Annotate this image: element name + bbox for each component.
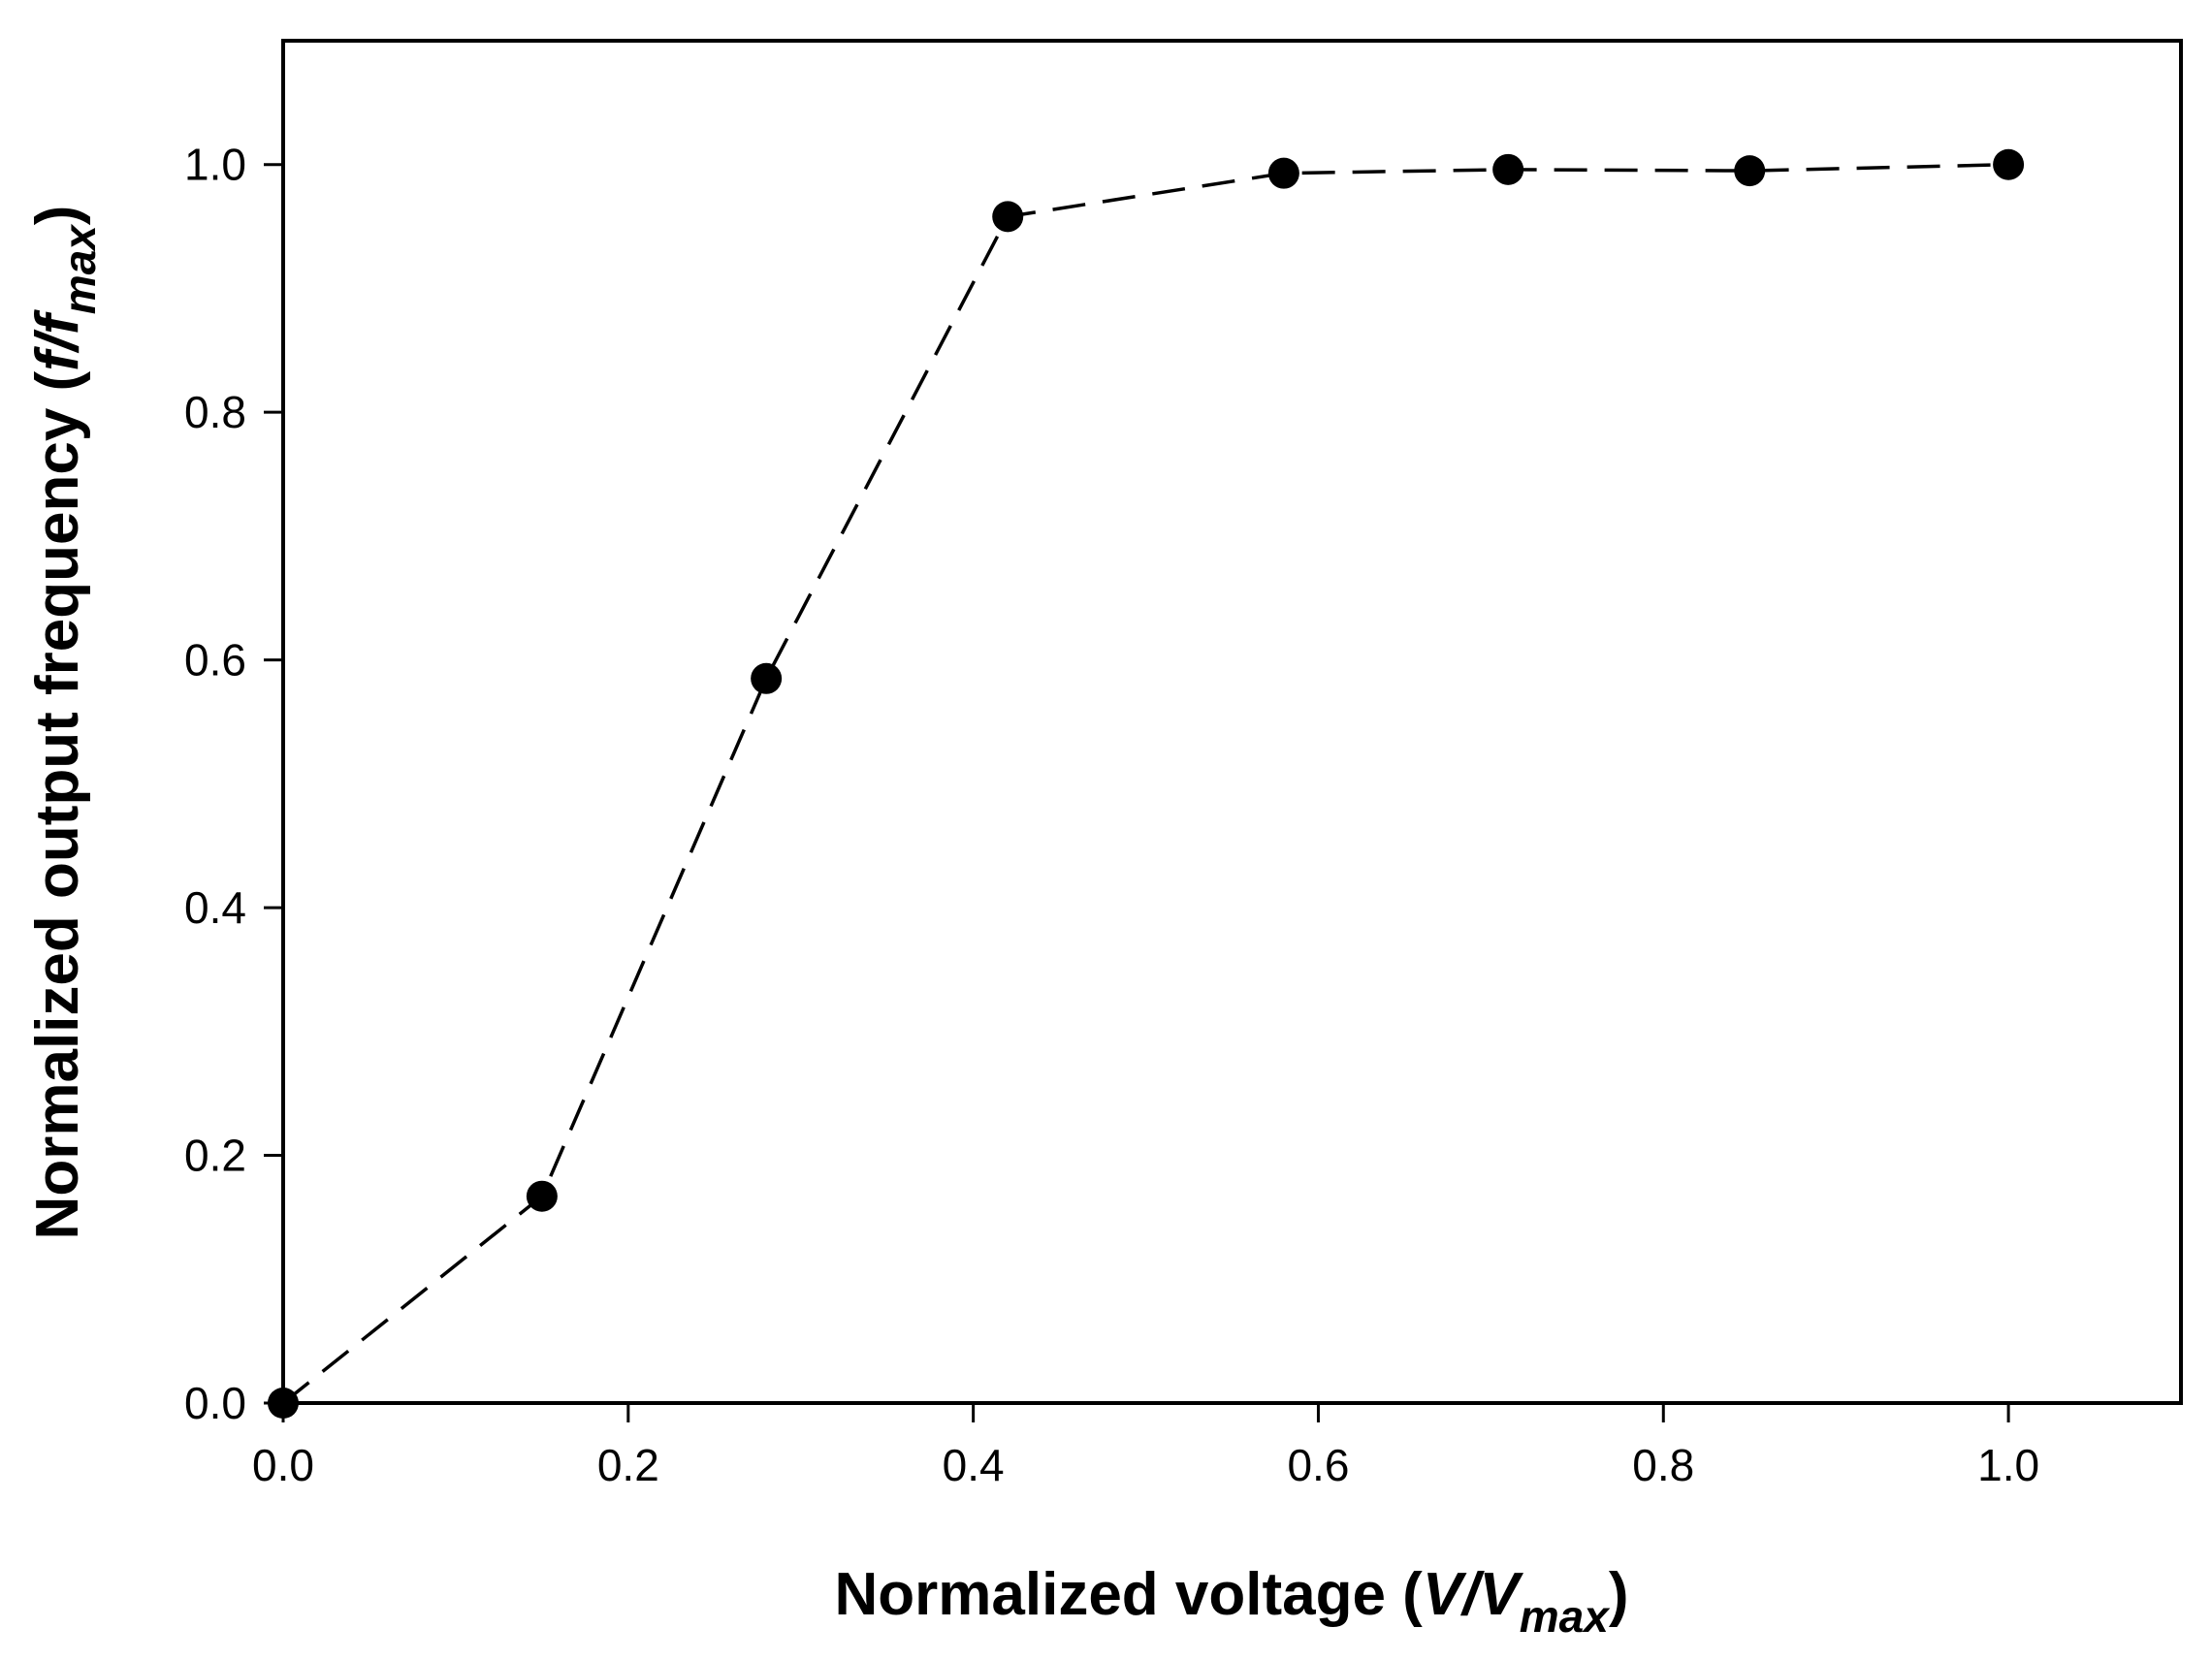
x-tick-label: 0.6 [1287,1440,1349,1490]
data-point [751,662,783,694]
data-point [1267,157,1299,189]
y-tick-label: 0.2 [184,1131,246,1181]
x-axis-title: Normalized voltage (V/Vmax) [834,1561,1628,1642]
data-point [992,201,1024,233]
y-tick-label: 0.4 [184,882,246,933]
y-tick-label: 0.8 [184,387,246,437]
x-tick-label: 0.2 [597,1440,659,1490]
x-tick-label: 1.0 [1977,1440,2039,1490]
x-tick-label: 0.4 [943,1440,1005,1490]
y-tick-label: 0.0 [184,1378,246,1428]
data-point [526,1180,558,1212]
plot-area-frame [281,39,2183,1405]
data-point [1993,148,2025,180]
y-axis: 0.0 0.2 0.4 0.6 0.8 1.0 [184,140,283,1428]
y-tick-label: 1.0 [184,140,246,190]
series-line [281,162,2009,1405]
y-tick-label: 0.6 [184,635,246,686]
data-point [1734,155,1766,187]
data-point [268,1388,299,1419]
x-tick-label: 0.0 [252,1440,314,1490]
data-point [1492,153,1524,185]
y-axis-title: Normalized output frequency (f/fmax) [24,206,105,1240]
series-layer [268,148,2025,1419]
x-axis: 0.0 0.2 0.4 0.6 0.8 1.0 [252,1403,2039,1490]
x-tick-label: 0.8 [1632,1440,1694,1490]
